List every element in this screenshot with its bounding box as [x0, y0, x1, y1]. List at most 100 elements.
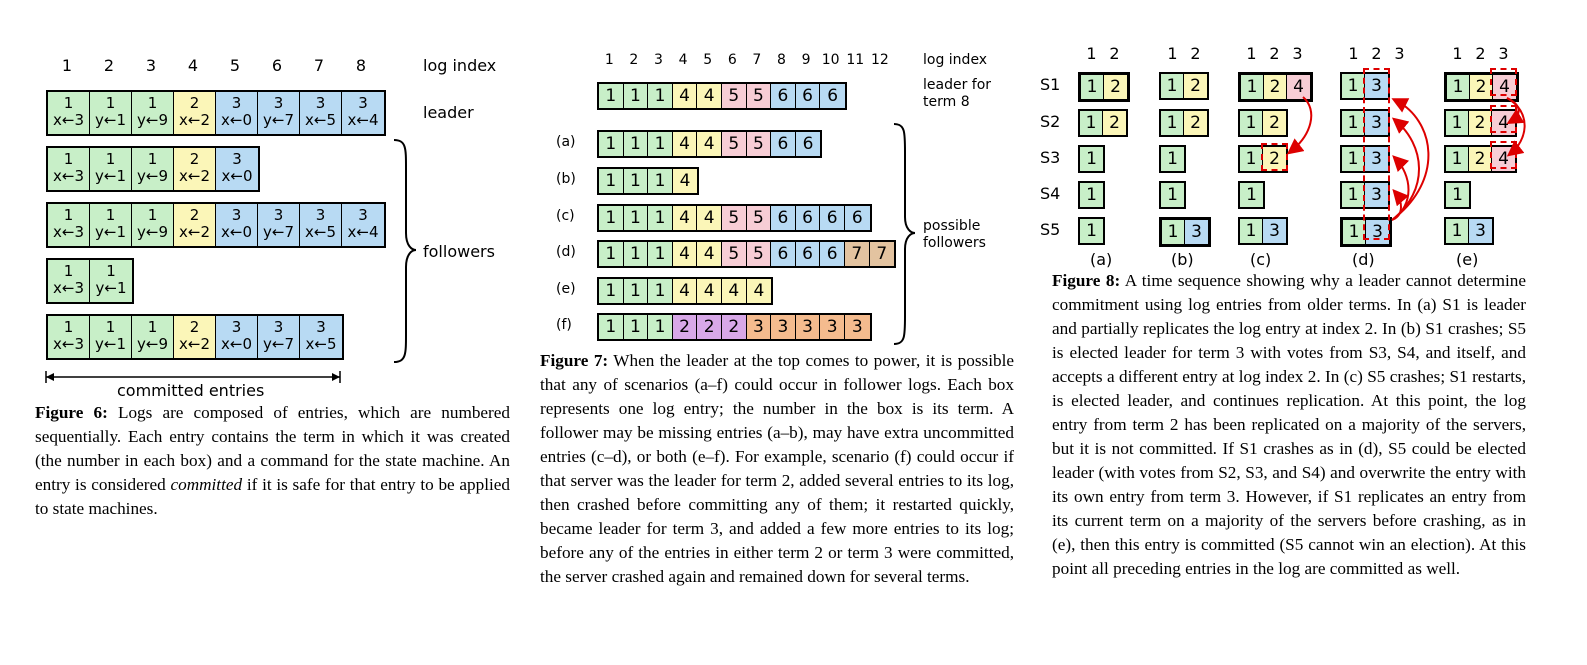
fig6-leader-log: 1 x←3 1 y←1 1 y←9 2 x←2 3 x←0 3 y←7 3 x←5 3 x←4 — [46, 90, 386, 136]
fig7-caption-body: When the leader at the top comes to powe… — [540, 351, 1014, 586]
fig8-index-label: 1 — [1167, 44, 1178, 63]
log-entry: 1 — [1080, 147, 1103, 171]
entry-command: y←9 — [137, 335, 168, 353]
fig8-index-label: 1 — [1246, 44, 1257, 63]
fig7-index-label: 9 — [801, 52, 811, 68]
log-entry: 4 — [672, 242, 698, 266]
log-entry: 1 — [648, 169, 673, 193]
log-entry: 1 — [1080, 219, 1103, 243]
log-entry: 1 — [599, 132, 624, 156]
entry-command: y←1 — [95, 335, 126, 353]
entry-command: x←0 — [221, 167, 253, 185]
entry-term: 1 — [63, 94, 74, 112]
fig7-index-label: 6 — [727, 52, 737, 68]
log-entry: 1 — [1162, 220, 1185, 244]
log-entry: 3 x←0 — [216, 92, 258, 134]
entry-command: x←0 — [221, 111, 252, 129]
fig6-leader-label: leader — [423, 103, 474, 122]
fig6-caption-em: committed — [170, 475, 243, 494]
fig7-index-label: 10 — [821, 52, 840, 68]
log-entry: 1 — [599, 169, 624, 193]
log-entry: 3 — [771, 315, 796, 339]
log-entry: 1 — [599, 206, 624, 230]
log-entry: 6 — [844, 206, 870, 230]
entry-command: y←1 — [95, 167, 126, 185]
entry-term: 3 — [358, 94, 368, 112]
fig6-follower-log: 1 x←3 1 y←1 1 y←9 2 x←2 3 x←0 3 y←7 3 x←5 — [46, 314, 344, 360]
log-entry: 1 — [648, 279, 673, 303]
log-entry: 6 — [820, 242, 845, 266]
fig7-log-index-label: log index — [923, 52, 988, 68]
entry-command: y←7 — [263, 335, 294, 353]
entry-term: 1 — [63, 262, 74, 280]
log-entry: 4 — [697, 132, 722, 156]
fig8-dashed-highlight — [1261, 143, 1288, 171]
log-entry: 6 — [795, 84, 821, 108]
log-entry: 3 — [746, 315, 772, 339]
log-entry: 3 x←5 — [300, 92, 342, 134]
entry-command: x←3 — [53, 167, 84, 185]
fig6-follower-log: 1 x←3 1 y←1 1 y←9 2 x←2 3 x←0 3 y←7 3 x←5 3 x←4 — [46, 202, 386, 248]
log-entry: 3 — [1469, 219, 1492, 243]
log-entry: 6 — [795, 242, 821, 266]
log-entry: 1 y←1 — [90, 148, 132, 190]
entry-term: 1 — [147, 94, 158, 112]
log-entry: 1 — [1447, 75, 1470, 99]
log-entry: 3 x←4 — [342, 204, 384, 246]
fig7-caption: Figure 7: When the leader at the top com… — [540, 349, 1014, 589]
log-entry: 1 — [1343, 220, 1366, 244]
log-entry: 6 — [771, 84, 796, 108]
log-entry: 3 y←7 — [258, 316, 300, 358]
log-entry: 2 — [1184, 111, 1207, 135]
log-entry: 4 — [672, 169, 698, 193]
log-entry: 2 x←2 — [174, 316, 216, 358]
entry-term: 3 — [273, 318, 284, 336]
fig8-server-label: S1 — [1040, 75, 1061, 94]
entry-term: 1 — [105, 318, 116, 336]
fig8-server-log: 1 — [1078, 181, 1105, 209]
log-entry: 1 — [1446, 111, 1469, 135]
log-entry: 3 — [1365, 183, 1388, 207]
fig7-scenario-label: (f) — [556, 317, 572, 333]
log-entry: 1 — [1240, 111, 1263, 135]
log-entry: 2 — [1263, 147, 1286, 171]
fig8-server-log: 1 — [1238, 181, 1265, 209]
entry-command: x←5 — [305, 335, 337, 353]
log-entry: 4 — [697, 206, 722, 230]
log-entry: 2 — [1104, 75, 1127, 99]
fig7-scenario-label: (d) — [556, 244, 576, 260]
entry-command: y←1 — [95, 279, 127, 297]
log-entry: 1 y←9 — [132, 316, 174, 358]
fig8-caption: Figure 8: A time sequence showing why a … — [1052, 269, 1526, 581]
log-entry: 3 y←7 — [258, 92, 300, 134]
fig7-index-label: 2 — [629, 52, 639, 68]
log-entry: 4 — [746, 279, 772, 303]
log-entry: 2 — [1470, 75, 1493, 99]
fig8-panel-label: (e) — [1456, 250, 1479, 269]
entry-term: 3 — [273, 94, 284, 112]
log-entry: 1 — [1161, 183, 1184, 207]
fig7-leader-label-line1: leader for — [923, 77, 992, 93]
log-entry: 5 — [746, 206, 772, 230]
log-entry: 4 — [672, 206, 698, 230]
entry-command: x←2 — [179, 167, 210, 185]
fig7-index-label: 5 — [703, 52, 713, 68]
log-entry: 4 — [672, 279, 698, 303]
entry-term: 2 — [189, 206, 200, 224]
log-entry: 1 — [599, 279, 624, 303]
log-entry: 2 x←2 — [174, 92, 216, 134]
log-entry: 1 — [623, 132, 649, 156]
fig8-caption-title: Figure 8: — [1052, 271, 1121, 290]
entry-term: 1 — [147, 318, 158, 336]
fig7-leader-label-line2: term 8 — [923, 94, 970, 110]
